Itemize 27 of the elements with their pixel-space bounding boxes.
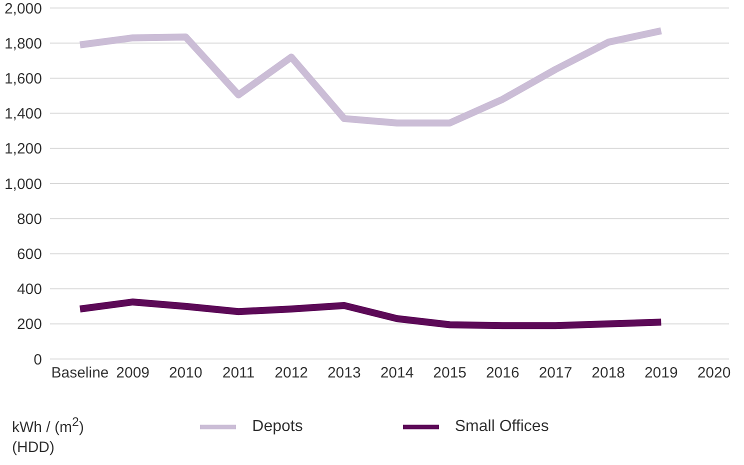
x-tick-label: 2011 (222, 364, 255, 382)
x-tick-label: 2009 (116, 364, 150, 382)
legend-label: Depots (252, 418, 303, 436)
y-tick-label: 1,600 (4, 70, 42, 88)
y-tick-label: 400 (16, 281, 42, 298)
x-tick-label: Baseline (51, 364, 109, 382)
x-tick-label: 2019 (644, 364, 678, 382)
x-tick-label: 2012 (274, 364, 308, 382)
y-tick-label: 1,800 (4, 35, 42, 52)
x-tick-label: 2020 (697, 364, 731, 382)
y-tick-label: 600 (16, 246, 42, 264)
y-tick-label: 2,000 (4, 0, 42, 18)
x-tick-label: 2018 (592, 364, 626, 382)
x-tick-label: 2016 (486, 364, 520, 382)
x-tick-label: 2017 (538, 364, 572, 382)
x-tick-label: 2013 (327, 364, 361, 382)
legend-label: Small Offices (454, 418, 549, 436)
y-tick-label: 1,000 (4, 176, 42, 193)
y-tick-label: 1,200 (4, 140, 42, 158)
x-tick-label: 2010 (168, 364, 202, 382)
y-tick-label: 1,400 (4, 106, 42, 123)
y-tick-label: 0 (34, 351, 42, 368)
x-tick-label: 2015 (433, 364, 467, 382)
x-tick-label: 2014 (380, 364, 414, 382)
text: kWh / (m$^{2}$) (HDD) (12, 415, 84, 456)
y-tick-label: 200 (16, 316, 42, 334)
y-tick-label: 800 (16, 210, 42, 228)
